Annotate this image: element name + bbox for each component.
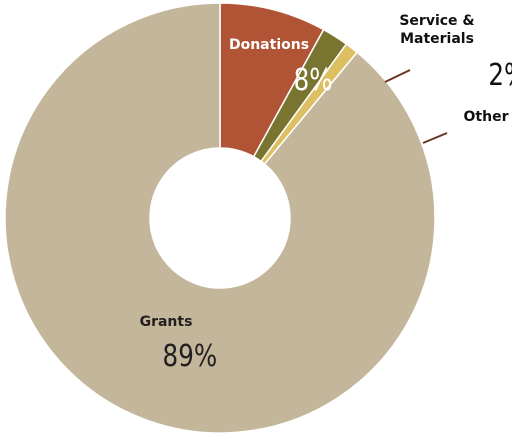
slice-value-service-materials: 2% [488,59,512,93]
slice-value-donations: 8% [294,64,333,98]
slice-value-grants: 89% [163,340,218,374]
slice-label-grants: Grants [140,314,193,330]
leader-line-service-materials [384,69,411,83]
slice-label-service-materials-line1: Service & [399,13,474,29]
slice-grants [4,2,436,434]
slice-label-other: Other [464,109,509,125]
slice-label-donations: Donations [229,37,309,53]
slice-label-service-materials-line2: Materials [400,31,474,47]
leader-line-other [422,132,448,144]
slices-group [4,2,436,434]
